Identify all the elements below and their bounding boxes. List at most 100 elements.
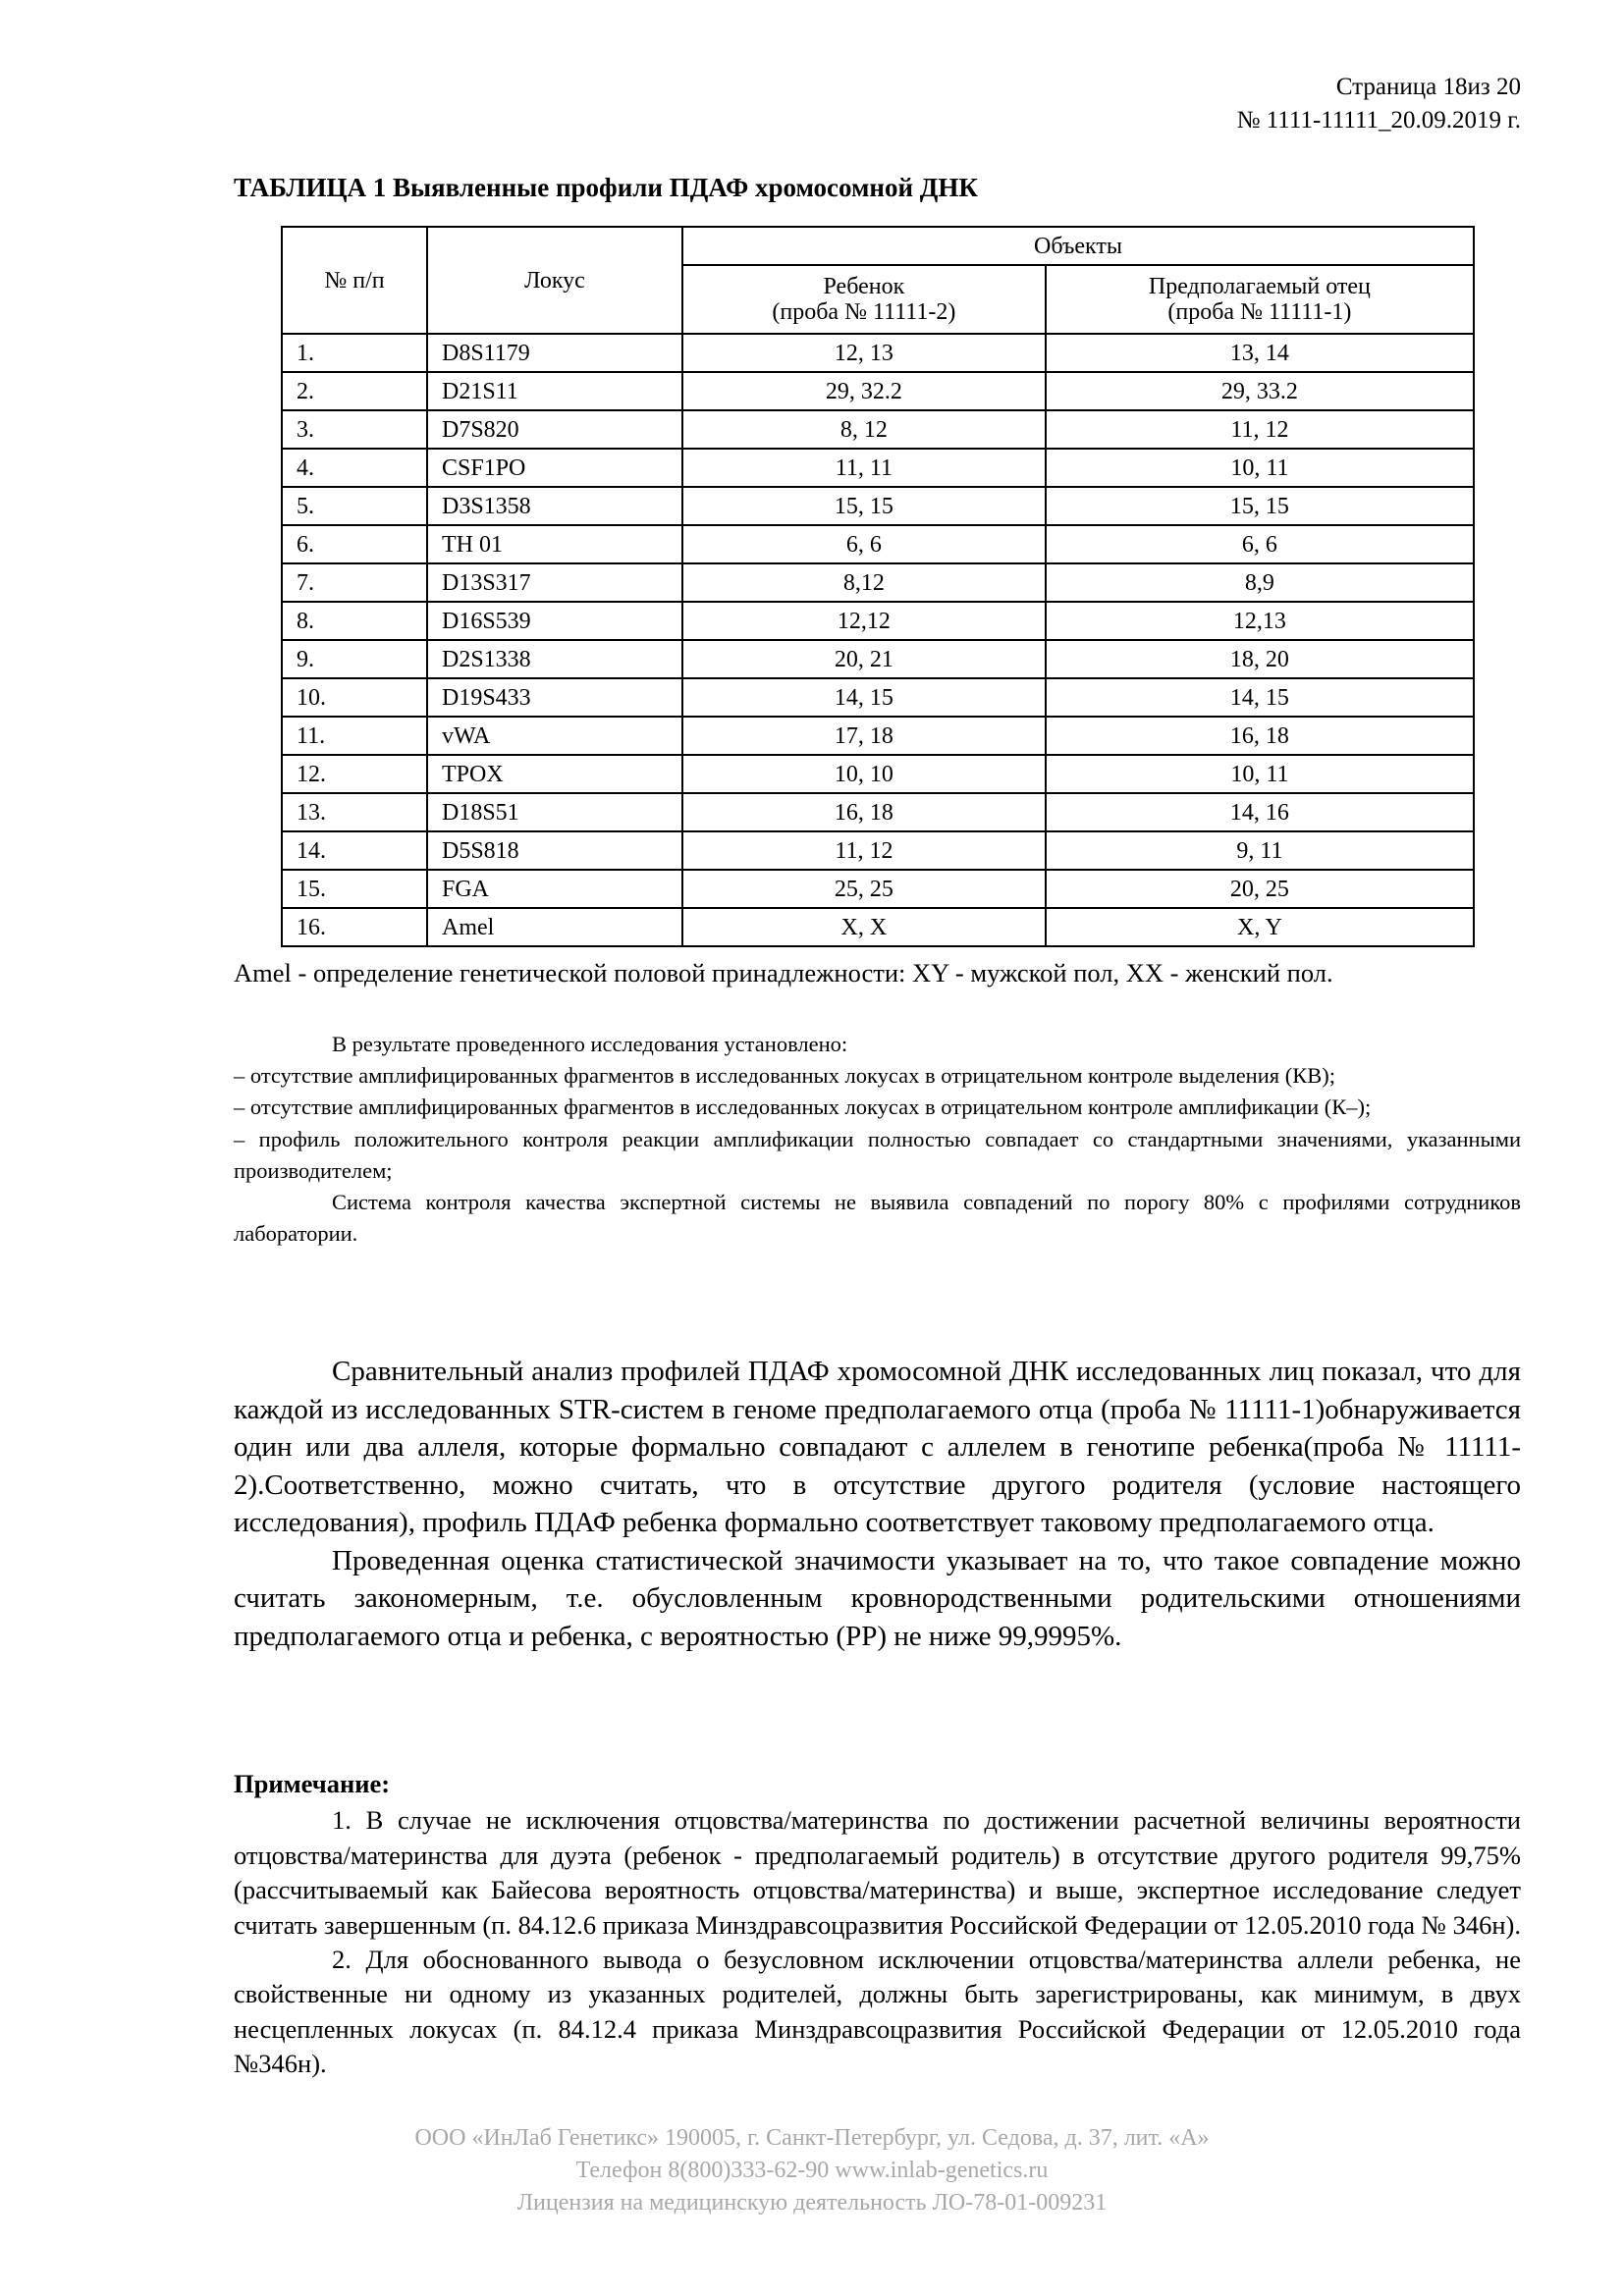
cell-father-alleles: 12,13	[1044, 601, 1476, 641]
cell-father-alleles: 16, 18	[1044, 716, 1476, 756]
table-row: 3. D7S820 8, 12 11, 12	[281, 409, 1476, 450]
cell-locus: D7S820	[426, 409, 683, 450]
analysis-paragraph: Проведенная оценка статистической значим…	[234, 1544, 1521, 1652]
qc-statement: Система контроля качества экспертной сис…	[234, 1190, 1521, 1247]
table-row: 2. D21S11 29, 32.2 29, 33.2	[281, 371, 1476, 411]
cell-child-alleles: 14, 15	[681, 677, 1047, 718]
footer-address: ООО «ИнЛаб Генетикс» 190005, г. Санкт-Пе…	[414, 2125, 1210, 2151]
page-number: Страница 18из 20	[1335, 74, 1521, 100]
cell-number: 9.	[281, 639, 428, 679]
page-footer: ООО «ИнЛаб Генетикс» 190005, г. Санкт-Пе…	[0, 2122, 1624, 2219]
cell-number: 11.	[281, 716, 428, 756]
results-section: В результате проведенного исследования у…	[234, 1029, 1521, 1250]
note-item: 2. Для обоснованного вывода о безусловно…	[234, 1945, 1521, 2079]
table-row: 6. TH 01 6, 6 6, 6	[281, 524, 1476, 564]
footer-contacts: Телефон 8(800)333-62-90 www.inlab-geneti…	[575, 2158, 1049, 2183]
analysis-section: Сравнительный анализ профилей ПДАФ хромо…	[234, 1353, 1521, 1655]
results-item: – отсутствие амплифицированных фрагменто…	[234, 1095, 1372, 1120]
str-profile-table: № п/п Локус Объекты Ребенок (проба № 1111…	[281, 226, 1476, 947]
cell-number: 4.	[281, 448, 428, 488]
page-header: Страница 18из 20 № 1111-11111_20.09.2019…	[1237, 71, 1521, 137]
cell-father-alleles: 20, 25	[1044, 869, 1476, 909]
cell-number: 14.	[281, 830, 428, 871]
col-header-father: Предполагаемый отец (проба № 11111-1)	[1044, 264, 1476, 335]
cell-father-alleles: 15, 15	[1044, 486, 1476, 526]
table-row: 13. D18S51 16, 18 14, 16	[281, 792, 1476, 832]
cell-father-alleles: 9, 11	[1044, 830, 1476, 871]
cell-father-alleles: X, Y	[1044, 907, 1476, 947]
cell-locus: TPOX	[426, 754, 683, 794]
cell-locus: D16S539	[426, 601, 683, 641]
cell-number: 2.	[281, 371, 428, 411]
cell-locus: D2S1338	[426, 639, 683, 679]
cell-number: 16.	[281, 907, 428, 947]
document-number: № 1111-11111_20.09.2019 г.	[1236, 107, 1521, 133]
cell-child-alleles: 25, 25	[681, 869, 1047, 909]
cell-number: 12.	[281, 754, 428, 794]
cell-number: 13.	[281, 792, 428, 832]
footer-license: Лицензия на медицинскую деятельность ЛО-…	[516, 2190, 1108, 2216]
cell-child-alleles: 10, 10	[681, 754, 1047, 794]
cell-number: 5.	[281, 486, 428, 526]
cell-father-alleles: 14, 16	[1044, 792, 1476, 832]
col-header-locus: Локус	[426, 226, 683, 335]
cell-number: 7.	[281, 562, 428, 603]
note-heading: Примечание:	[234, 1769, 391, 1798]
cell-locus: CSF1PO	[426, 448, 683, 488]
table-row: 4. CSF1PO 11, 11 10, 11	[281, 448, 1476, 488]
table-row: 7. D13S317 8,12 8,9	[281, 562, 1476, 603]
cell-child-alleles: 12, 13	[681, 333, 1047, 373]
cell-child-alleles: 16, 18	[681, 792, 1047, 832]
cell-father-alleles: 29, 33.2	[1044, 371, 1476, 411]
table-row: 12. TPOX 10, 10 10, 11	[281, 754, 1476, 794]
cell-locus: D8S1179	[426, 333, 683, 373]
cell-number: 3.	[281, 409, 428, 450]
cell-child-alleles: 11, 11	[681, 448, 1047, 488]
cell-father-alleles: 13, 14	[1044, 333, 1476, 373]
cell-locus: Amel	[426, 907, 683, 947]
note-section: Примечание: 1. В случае не исключения от…	[234, 1767, 1521, 2082]
cell-locus: D5S818	[426, 830, 683, 871]
cell-child-alleles: 11, 12	[681, 830, 1047, 871]
results-item: – профиль положительного контроля реакци…	[234, 1126, 1521, 1183]
cell-locus: D21S11	[426, 371, 683, 411]
cell-father-alleles: 10, 11	[1044, 448, 1476, 488]
cell-child-alleles: 8,12	[681, 562, 1047, 603]
cell-child-alleles: 12,12	[681, 601, 1047, 641]
cell-child-alleles: 6, 6	[681, 524, 1047, 564]
analysis-paragraph: Сравнительный анализ профилей ПДАФ хромо…	[234, 1356, 1521, 1538]
cell-locus: vWA	[426, 716, 683, 756]
cell-locus: FGA	[426, 869, 683, 909]
table-row: 16. Amel X, X X, Y	[281, 907, 1476, 947]
table-row: 5. D3S1358 15, 15 15, 15	[281, 486, 1476, 526]
table-row: 14. D5S818 11, 12 9, 11	[281, 830, 1476, 871]
results-item: – отсутствие амплифицированных фрагменто…	[234, 1063, 1335, 1089]
cell-child-alleles: 17, 18	[681, 716, 1047, 756]
cell-number: 8.	[281, 601, 428, 641]
table-row: 11. vWA 17, 18 16, 18	[281, 716, 1476, 756]
cell-father-alleles: 8,9	[1044, 562, 1476, 603]
cell-locus: D19S433	[426, 677, 683, 718]
cell-number: 6.	[281, 524, 428, 564]
cell-father-alleles: 14, 15	[1044, 677, 1476, 718]
cell-child-alleles: X, X	[681, 907, 1047, 947]
col-header-objects: Объекты	[681, 226, 1475, 266]
cell-child-alleles: 29, 32.2	[681, 371, 1047, 411]
table-row: 8. D16S539 12,12 12,13	[281, 601, 1476, 641]
col-header-number: № п/п	[281, 226, 428, 335]
cell-locus: D18S51	[426, 792, 683, 832]
note-item: 1. В случае не исключения отцовства/мате…	[234, 1805, 1521, 1940]
cell-number: 15.	[281, 869, 428, 909]
cell-child-alleles: 20, 21	[681, 639, 1047, 679]
table-row: 9. D2S1338 20, 21 18, 20	[281, 639, 1476, 679]
table-row: 15. FGA 25, 25 20, 25	[281, 869, 1476, 909]
cell-child-alleles: 15, 15	[681, 486, 1047, 526]
results-intro: В результате проведенного исследования у…	[332, 1032, 848, 1056]
cell-number: 10.	[281, 677, 428, 718]
cell-child-alleles: 8, 12	[681, 409, 1047, 450]
cell-number: 1.	[281, 333, 428, 373]
table-row: 1. D8S1179 12, 13 13, 14	[281, 333, 1476, 373]
cell-locus: D3S1358	[426, 486, 683, 526]
table-row: 10. D19S433 14, 15 14, 15	[281, 677, 1476, 718]
col-header-child: Ребенок (проба № 11111-2)	[681, 264, 1047, 335]
